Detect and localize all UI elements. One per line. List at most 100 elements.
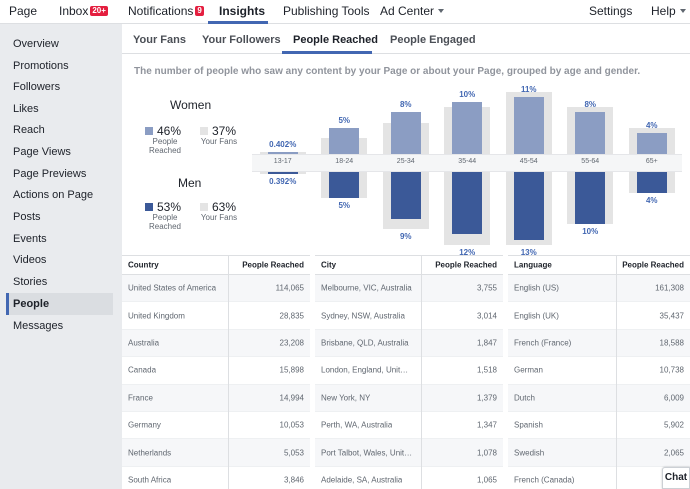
nav-page[interactable]: Page xyxy=(9,4,38,18)
sidebar-item-stories[interactable]: Stories xyxy=(13,276,48,288)
sidebar-item-posts[interactable]: Posts xyxy=(13,211,41,223)
nav-settings[interactable]: Settings xyxy=(589,4,633,18)
row-value: 1,078 xyxy=(476,448,497,458)
men-reached-bar[interactable] xyxy=(452,172,483,235)
row-name: Brisbane, QLD, Australia xyxy=(321,338,409,348)
row-value: 1,347 xyxy=(476,420,497,430)
col-header-name[interactable]: Language xyxy=(514,260,552,270)
table-row: London, England, Unit… 1,518 xyxy=(315,357,503,385)
row-value: 14,994 xyxy=(279,393,304,403)
row-name: Melbourne, VIC, Australia xyxy=(321,283,412,293)
nav-publishing-tools[interactable]: Publishing Tools xyxy=(283,4,370,18)
tab-people-reached[interactable]: People Reached xyxy=(293,34,378,46)
sidebar-item-overview[interactable]: Overview xyxy=(13,38,59,50)
row-name: Germany xyxy=(128,420,161,430)
sidebar-item-videos[interactable]: Videos xyxy=(13,254,47,266)
table-row: New York, NY 1,379 xyxy=(315,384,503,412)
women-fans-pct: 37% xyxy=(212,124,237,138)
inbox-badge: 20+ xyxy=(90,6,108,16)
women-value-label: 0.402% xyxy=(269,139,297,149)
women-reached-bar[interactable] xyxy=(452,102,483,154)
tab-people-engaged[interactable]: People Engaged xyxy=(390,34,476,46)
row-value: 3,755 xyxy=(476,283,497,293)
age-category-label: 35-44 xyxy=(458,158,477,165)
row-value: 23,208 xyxy=(279,338,304,348)
women-fans-label: Your Fans xyxy=(200,137,238,146)
row-value: 2,065 xyxy=(663,448,684,458)
row-value: 1,065 xyxy=(476,475,497,485)
nav-active-indicator xyxy=(208,21,268,24)
tab-your-followers[interactable]: Your Followers xyxy=(202,34,281,46)
row-name: Netherlands xyxy=(128,448,172,458)
nav-inbox[interactable]: Inbox 20+ xyxy=(59,4,108,18)
col-header-value[interactable]: People Reached xyxy=(242,260,304,270)
col-header-value[interactable]: People Reached xyxy=(622,260,684,270)
sidebar-item-page-previews[interactable]: Page Previews xyxy=(13,168,87,180)
sidebar-item-messages[interactable]: Messages xyxy=(13,320,64,332)
row-value: 15,898 xyxy=(279,365,304,375)
table-row: United States of America 114,065 xyxy=(122,275,310,303)
table-row: Dutch 6,009 xyxy=(508,384,690,412)
men-people-reached-label: People Reached xyxy=(148,213,182,231)
sidebar-item-promotions[interactable]: Promotions xyxy=(13,60,69,72)
women-reached-swatch xyxy=(145,127,153,135)
row-value: 114,065 xyxy=(275,283,304,293)
table-row: French (France) 18,588 xyxy=(508,329,690,358)
nav-insights[interactable]: Insights xyxy=(219,4,266,18)
women-reached-bar[interactable] xyxy=(329,128,360,154)
sidebar-item-page-views[interactable]: Page Views xyxy=(13,146,71,158)
nav-help[interactable]: Help xyxy=(651,4,686,18)
row-value: 6,009 xyxy=(663,393,684,403)
sidebar-item-events[interactable]: Events xyxy=(13,233,47,245)
col-header-name[interactable]: City xyxy=(321,260,337,270)
age-band xyxy=(252,154,682,172)
row-value: 161,308 xyxy=(655,283,684,293)
nav-inbox-label: Inbox xyxy=(59,4,89,18)
tab-your-fans[interactable]: Your Fans xyxy=(133,34,186,46)
women-reached-bar[interactable] xyxy=(575,112,606,154)
table-row: Germany 10,053 xyxy=(122,412,310,440)
men-reached-bar[interactable] xyxy=(636,172,667,193)
men-reached-bar[interactable] xyxy=(575,172,606,224)
row-name: South Africa xyxy=(128,475,172,485)
row-value: 10,053 xyxy=(279,420,304,430)
country-table: Country People Reached United States of Am… xyxy=(122,255,310,489)
row-name: Swedish xyxy=(514,448,545,458)
men-reached-bar[interactable] xyxy=(267,172,298,175)
row-value: 3,014 xyxy=(476,311,497,321)
chat-button[interactable]: Chat xyxy=(662,467,690,489)
col-header-value[interactable]: People Reached xyxy=(435,260,497,270)
men-fans-label: Your Fans xyxy=(200,213,238,222)
nav-ad-center[interactable]: Ad Center xyxy=(380,4,445,18)
men-reached-bar[interactable] xyxy=(329,172,360,198)
women-reached-bar[interactable] xyxy=(390,112,421,154)
women-reached-bar[interactable] xyxy=(636,133,667,154)
table-row: Spanish 5,902 xyxy=(508,412,690,440)
women-reached-pct: 46% xyxy=(157,124,182,138)
sidebar-item-reach[interactable]: Reach xyxy=(13,124,45,136)
row-value: 28,835 xyxy=(279,311,304,321)
table-row: South Africa 3,846 xyxy=(122,467,310,489)
row-name: French (Canada) xyxy=(514,475,575,485)
men-reached-bar[interactable] xyxy=(513,172,544,240)
women-reached-bar[interactable] xyxy=(267,151,298,154)
nav-notifications[interactable]: Notifications 9 xyxy=(128,4,204,18)
sidebar-item-followers[interactable]: Followers xyxy=(13,81,61,93)
sidebar-item-people[interactable]: People xyxy=(6,293,113,315)
women-label: Women xyxy=(170,98,212,112)
men-reached-bar[interactable] xyxy=(390,172,421,219)
sidebar: Overview Promotions Followers Likes Reac… xyxy=(0,24,122,489)
row-name: German xyxy=(514,365,543,375)
men-label: Men xyxy=(178,176,202,190)
table-header: Language People Reached xyxy=(508,256,690,275)
row-value: 10,738 xyxy=(659,365,684,375)
col-header-name[interactable]: Country xyxy=(128,260,159,270)
sidebar-item-actions-on-page[interactable]: Actions on Page xyxy=(13,189,94,201)
row-name: English (US) xyxy=(514,283,559,293)
women-reached-bar[interactable] xyxy=(513,96,544,154)
table-row: German 10,738 xyxy=(508,357,690,385)
table-row: Port Talbot, Wales, Unit… 1,078 xyxy=(315,439,503,467)
chevron-down-icon xyxy=(679,9,686,13)
sidebar-item-likes[interactable]: Likes xyxy=(13,103,39,115)
row-name: French (France) xyxy=(514,338,572,348)
